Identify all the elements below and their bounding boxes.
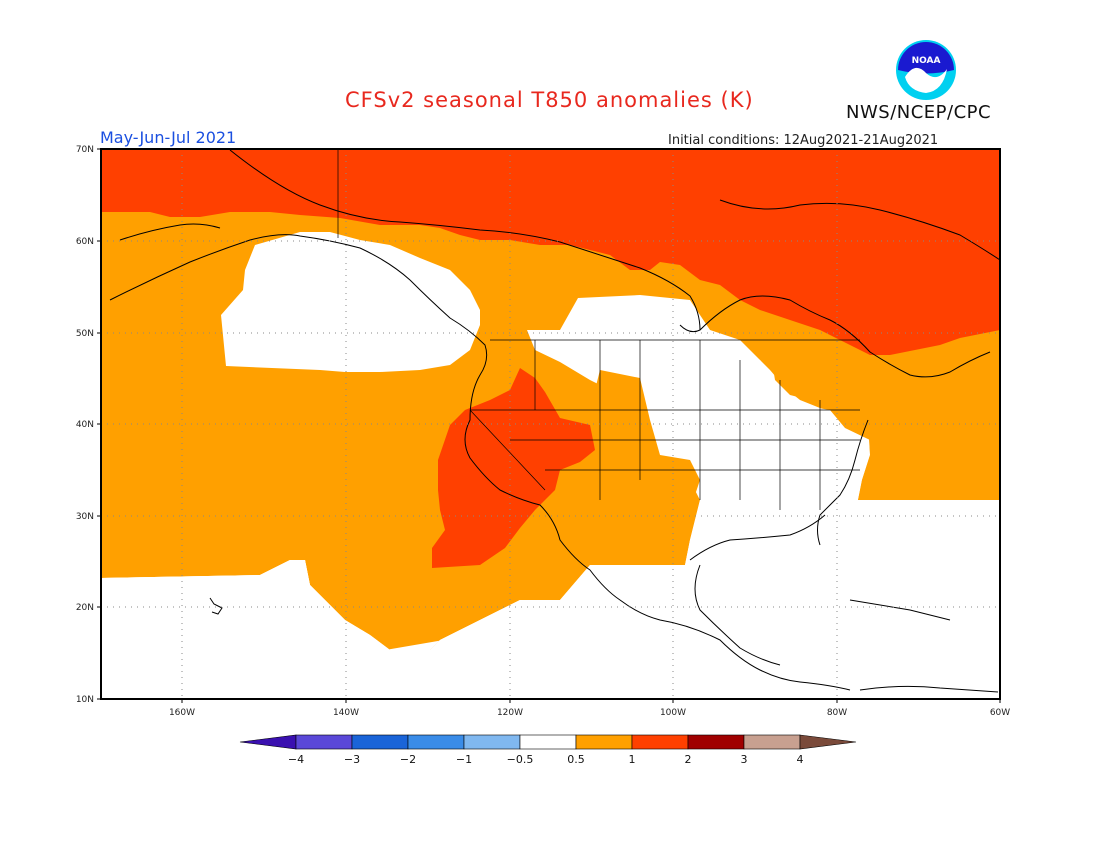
colorbar-swatch (743, 734, 801, 750)
colorbar-arrow-high (799, 734, 857, 750)
colorbar-tick-label: 3 (740, 753, 748, 766)
anomaly-neutral-gulf-of-alaska (221, 232, 480, 372)
colorbar-tick-label: −3 (343, 753, 361, 766)
agency-label: NWS/NCEP/CPC (846, 102, 992, 123)
lat-tick-label: 20N (76, 603, 94, 613)
colorbar-tick-label: 1 (628, 753, 636, 766)
axis-ticks (97, 148, 1001, 703)
lat-tick-labels: 70N 60N 50N 40N 30N 20N 10N (76, 145, 94, 705)
lat-tick-label: 70N (76, 145, 94, 155)
logo-text: NOAA (912, 56, 941, 66)
anomaly-region-1-2-north (101, 149, 1000, 355)
lon-tick-label: 80W (827, 708, 847, 718)
lon-tick-label: 160W (169, 708, 195, 718)
colorbar-tick-label: 4 (796, 753, 804, 766)
lon-tick-label: 140W (333, 708, 359, 718)
political-boundaries (337, 149, 860, 510)
colorbar-tick-label: −0.5 (506, 753, 534, 766)
colorbar-swatch (687, 734, 745, 750)
lon-tick-labels: 160W 140W 120W 100W 80W 60W (169, 708, 1010, 718)
lon-tick-label: 60W (990, 708, 1010, 718)
colorbar-swatch (463, 734, 521, 750)
anomaly-region-northeast (770, 350, 920, 440)
anomaly-region-1-2-west (432, 368, 595, 568)
colorbar-tick-label: −4 (287, 753, 305, 766)
lat-tick-label: 30N (76, 512, 94, 522)
initial-conditions-label: Initial conditions: 12Aug2021-21Aug2021 (668, 133, 939, 148)
lon-tick-label: 100W (660, 708, 686, 718)
noaa-logo: NOAA (896, 40, 956, 100)
anomaly-neutral-central-us (101, 300, 1000, 699)
colorbar-swatch (631, 734, 689, 750)
colorbar-swatch (407, 734, 465, 750)
lat-tick-label: 40N (76, 420, 94, 430)
colorbar-swatch (575, 734, 633, 750)
colorbar-tick-label: 0.5 (567, 753, 585, 766)
colorbar-swatch (295, 734, 353, 750)
colorbar-tick-label: 2 (684, 753, 692, 766)
colorbar-tick-label: −2 (399, 753, 417, 766)
lat-tick-label: 60N (76, 237, 94, 247)
lat-tick-label: 10N (76, 695, 94, 705)
lon-tick-label: 120W (497, 708, 523, 718)
season-label: May-Jun-Jul 2021 (100, 128, 237, 147)
colorbar (239, 734, 857, 750)
coastlines (109, 149, 1000, 693)
colorbar-swatch (519, 734, 577, 750)
lat-tick-label: 50N (76, 329, 94, 339)
colorbar-arrow-low (239, 734, 297, 750)
colorbar-tick-label: −1 (455, 753, 473, 766)
colorbar-swatch (351, 734, 409, 750)
chart-title: CFSv2 seasonal T850 anomalies (K) (345, 88, 754, 112)
anomaly-region-atlantic (858, 395, 1000, 500)
